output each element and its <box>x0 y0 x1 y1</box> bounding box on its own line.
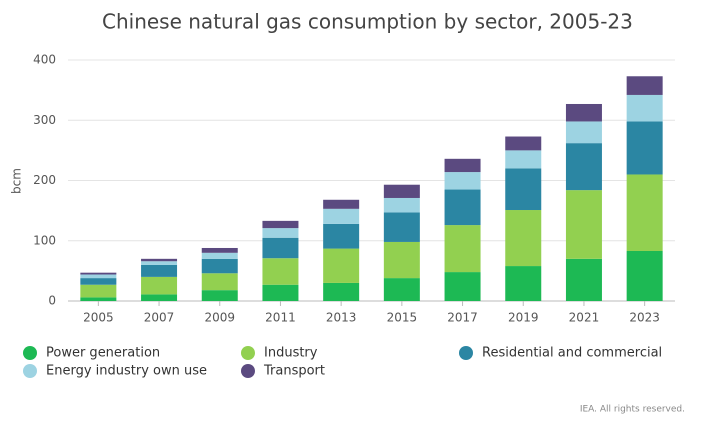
bar-segment <box>565 121 602 144</box>
bar-segment <box>141 294 178 301</box>
bar-segment <box>444 172 481 190</box>
bar-segment <box>80 274 117 279</box>
x-tick-label: 2015 <box>387 311 418 325</box>
bar-segment <box>505 150 542 169</box>
bar-segment <box>141 264 178 277</box>
bar-segment <box>80 284 117 298</box>
bar-segment <box>80 278 117 285</box>
bar-segment <box>505 136 542 151</box>
legend-label: Industry <box>264 346 318 361</box>
x-tick-label: 2007 <box>144 311 175 325</box>
bar-segment <box>262 237 299 259</box>
bar-segment <box>505 168 542 211</box>
y-axis-label: bcm <box>10 168 24 194</box>
bar-segment <box>141 261 178 265</box>
x-tick-label: 2017 <box>447 311 478 325</box>
legend-swatch <box>459 346 473 360</box>
legend-swatch <box>23 346 37 360</box>
y-tick-label: 300 <box>33 113 56 127</box>
legend-label: Energy industry own use <box>46 364 207 379</box>
y-tick-label: 0 <box>48 294 56 308</box>
legend-label: Residential and commercial <box>482 346 662 361</box>
bar-segment <box>505 266 542 301</box>
bar-segment <box>626 94 663 122</box>
bar-segment <box>201 273 238 291</box>
bar-segment <box>262 284 299 301</box>
footer: IEA. All rights reserved. <box>580 405 685 415</box>
bar-segment <box>323 208 360 224</box>
y-tick-label: 400 <box>33 53 56 67</box>
bar-segment <box>262 258 299 285</box>
bar-segment <box>626 121 663 175</box>
bar-segment <box>565 143 602 191</box>
legend-swatch <box>241 346 255 360</box>
legend-swatch <box>23 364 37 378</box>
bar-segment <box>383 197 420 213</box>
bar-segment <box>323 282 360 301</box>
x-tick-label: 2019 <box>508 311 539 325</box>
bar-segment <box>565 258 602 301</box>
bar-segment <box>323 248 360 283</box>
bar-segment <box>383 278 420 301</box>
bar-segment <box>444 189 481 226</box>
x-tick-label: 2021 <box>569 311 600 325</box>
bar-segment <box>201 290 238 301</box>
bar-segment <box>383 241 420 279</box>
x-tick-label: 2005 <box>83 311 114 325</box>
chart-title: Chinese natural gas consumption by secto… <box>102 10 633 34</box>
x-tick-label: 2023 <box>629 311 660 325</box>
bar-segment <box>141 258 178 262</box>
bar-segment <box>444 272 481 301</box>
y-tick-label: 200 <box>33 173 56 187</box>
bar-segment <box>626 250 663 301</box>
bar-segment <box>626 76 663 95</box>
bar-segment <box>323 199 360 209</box>
bar-segment <box>565 103 602 122</box>
legend-label: Power generation <box>46 346 160 361</box>
legend-swatch <box>241 364 255 378</box>
bar-segment <box>262 220 299 229</box>
x-tick-label: 2009 <box>204 311 235 325</box>
bar-segment <box>626 174 663 251</box>
bar-segment <box>141 276 178 295</box>
bar-segment <box>505 210 542 267</box>
bar-segment <box>444 158 481 173</box>
legend-label: Transport <box>263 364 325 379</box>
bar-segment <box>201 252 238 259</box>
bar-segment <box>323 223 360 249</box>
bar-segment <box>565 190 602 259</box>
x-tick-label: 2013 <box>326 311 357 325</box>
bar-segment <box>80 272 117 275</box>
bar-segment <box>262 228 299 238</box>
bar-segment <box>201 258 238 274</box>
bar-segment <box>201 247 238 253</box>
bar-segment <box>383 184 420 198</box>
bar-segment <box>444 225 481 273</box>
bar-segment <box>383 212 420 242</box>
x-tick-label: 2011 <box>265 311 296 325</box>
bar-segment <box>80 297 117 301</box>
y-tick-label: 100 <box>33 233 56 247</box>
